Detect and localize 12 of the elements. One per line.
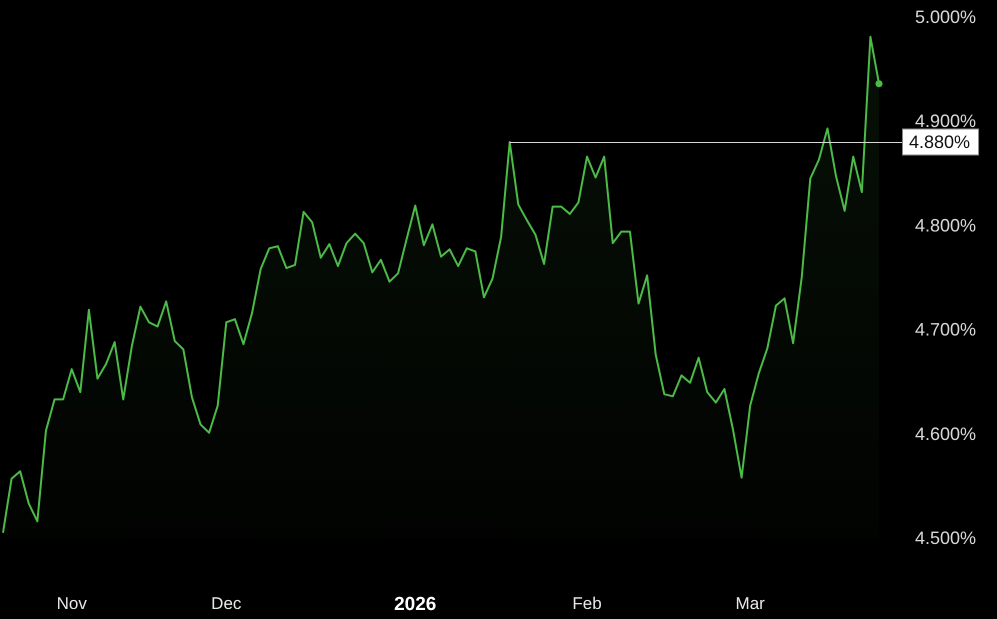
x-tick-label: Mar: [736, 594, 766, 613]
x-tick-label: Feb: [572, 594, 602, 613]
y-tick-label: 4.900%: [915, 111, 976, 132]
y-tick-label: 4.700%: [915, 320, 976, 340]
x-tick-label: Dec: [211, 594, 242, 613]
x-tick-label: 2026: [394, 594, 436, 615]
y-tick-label: 4.500%: [915, 528, 976, 548]
y-tick-label: 5.000%: [915, 7, 976, 27]
y-tick-label: 4.800%: [915, 215, 976, 236]
x-tick-label: Nov: [56, 594, 88, 613]
ref-line-label: 4.880%: [909, 132, 970, 152]
y-tick-label: 4.600%: [915, 424, 976, 444]
